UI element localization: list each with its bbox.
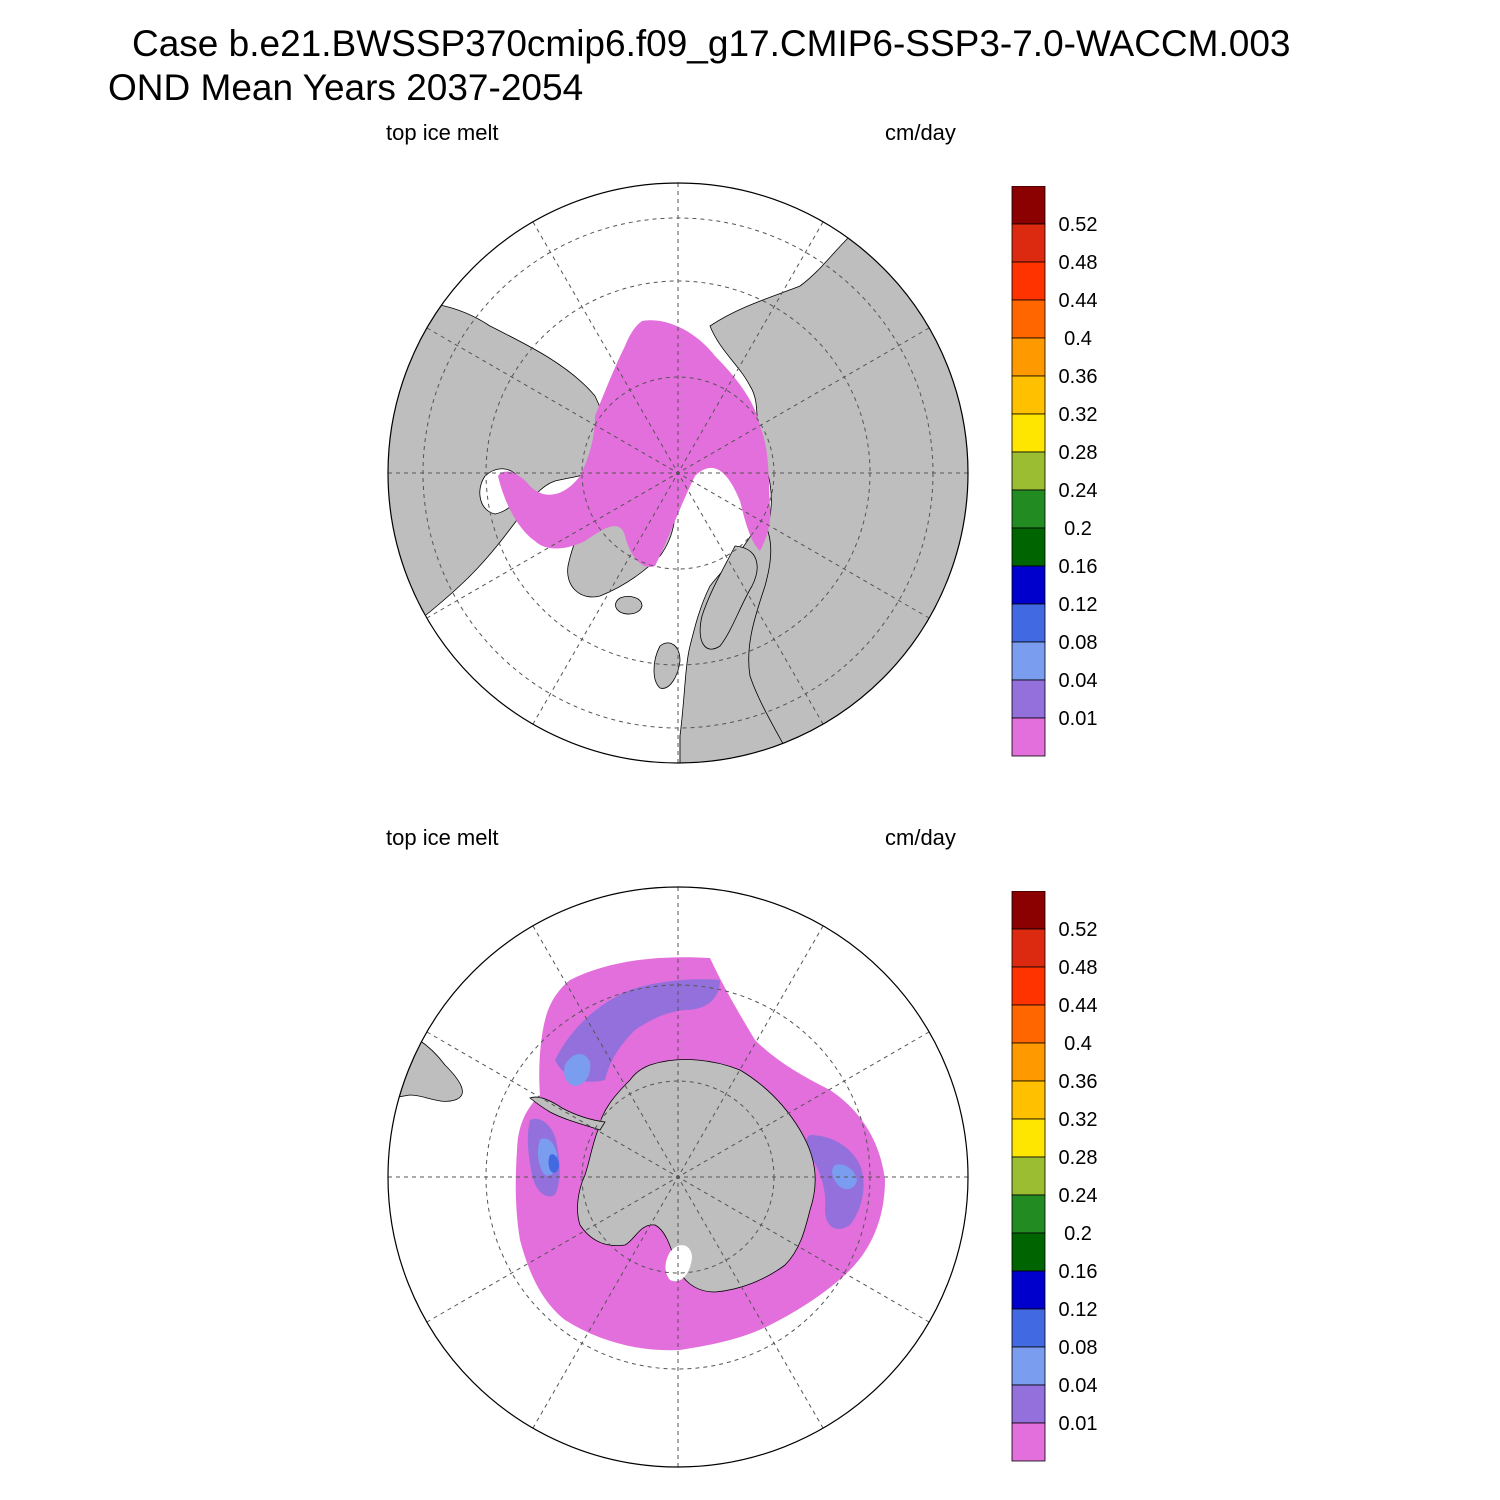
south-units-label: cm/day: [885, 825, 956, 850]
north-map-boundary: [387, 182, 969, 764]
north-colorbar-label: 0.32: [1059, 404, 1098, 426]
north-colorbar-box: [1011, 527, 1046, 567]
north-colorbar-box: [1011, 261, 1046, 301]
north-colorbar-box: [1011, 299, 1046, 339]
north-colorbar-box: [1011, 565, 1046, 605]
north-colorbar-label: 0.2: [1064, 518, 1092, 540]
south-colorbar-box: [1011, 1422, 1046, 1462]
south-ice-melt-level2-east: [806, 1135, 864, 1230]
north-colorbar-box: [1011, 186, 1046, 225]
south-colorbar-box: [1011, 1308, 1046, 1348]
south-map-boundary: [387, 886, 969, 1468]
plot-subtitle: OND Mean Years 2037-2054: [108, 67, 584, 108]
north-land-iceland: [615, 596, 643, 615]
south-colorbar-box: [1011, 1042, 1046, 1082]
north-land-british-isles: [653, 642, 681, 689]
north-colorbar-label: 0.16: [1059, 556, 1098, 578]
north-colorbar-label: 0.48: [1059, 252, 1098, 274]
north-colorbar-box: [1011, 489, 1046, 529]
south-colorbar: 0.52 0.48 0.44 0.4 0.36 0.32 0.28 0.24 0.2 0.16 0.…: [1011, 891, 1098, 1462]
north-colorbar-label: 0.4: [1064, 328, 1092, 350]
north-polar-map: [387, 182, 969, 764]
north-colorbar: 0.52 0.48 0.44 0.4 0.36 0.32 0.28 0.24 0.2 0.16 0.…: [1011, 186, 1098, 757]
north-colorbar-label: 0.12: [1059, 594, 1098, 616]
south-colorbar-box: [1011, 928, 1046, 968]
north-ice-melt-region: [498, 320, 771, 567]
south-colorbar-label: 0.2: [1064, 1223, 1092, 1245]
north-variable-label: top ice melt: [386, 120, 499, 145]
north-colorbar-label: 0.36: [1059, 366, 1098, 388]
north-colorbar-label: 0.28: [1059, 442, 1098, 464]
north-colorbar-box: [1011, 413, 1046, 453]
south-colorbar-box: [1011, 1118, 1046, 1158]
south-colorbar-label: 0.44: [1059, 995, 1098, 1017]
south-colorbar-box: [1011, 1080, 1046, 1120]
north-colorbar-box: [1011, 641, 1046, 681]
north-colorbar-label: 0.24: [1059, 480, 1098, 502]
south-colorbar-label: 0.52: [1059, 919, 1098, 941]
south-colorbar-box: [1011, 1232, 1046, 1272]
south-colorbar-box: [1011, 966, 1046, 1006]
south-polar-map: [387, 886, 969, 1468]
north-colorbar-box: [1011, 337, 1046, 377]
south-colorbar-label: 0.24: [1059, 1185, 1098, 1207]
south-ice-melt-level2-west: [555, 979, 720, 1082]
south-colorbar-label: 0.48: [1059, 957, 1098, 979]
north-colorbar-label: 0.44: [1059, 290, 1098, 312]
south-colorbar-box: [1011, 1004, 1046, 1044]
north-colorbar-label: 0.01: [1059, 708, 1098, 730]
south-colorbar-label: 0.28: [1059, 1147, 1098, 1169]
north-colorbar-label: 0.04: [1059, 670, 1098, 692]
south-colorbar-box: [1011, 1384, 1046, 1424]
south-colorbar-label: 0.04: [1059, 1375, 1098, 1397]
south-colorbar-box: [1011, 1156, 1046, 1196]
north-colorbar-box: [1011, 375, 1046, 415]
north-graticule: [388, 183, 968, 763]
south-ice-melt-level3-west: [564, 1054, 591, 1086]
south-colorbar-box: [1011, 1194, 1046, 1234]
south-colorbar-label: 0.32: [1059, 1109, 1098, 1131]
south-colorbar-label: 0.4: [1064, 1033, 1092, 1055]
north-colorbar-box: [1011, 603, 1046, 643]
north-colorbar-box: [1011, 223, 1046, 263]
north-land-europe: [679, 515, 801, 763]
north-colorbar-box: [1011, 679, 1046, 719]
south-colorbar-label: 0.08: [1059, 1337, 1098, 1359]
south-colorbar-box: [1011, 1346, 1046, 1386]
south-colorbar-label: 0.01: [1059, 1413, 1098, 1435]
south-colorbar-label: 0.12: [1059, 1299, 1098, 1321]
south-ice-melt-level4: [548, 1154, 559, 1173]
north-land-scandinavia: [699, 545, 758, 650]
south-colorbar-box: [1011, 891, 1046, 930]
south-ross-embayment: [665, 1245, 692, 1282]
north-colorbar-label: 0.08: [1059, 632, 1098, 654]
north-units-label: cm/day: [885, 120, 956, 145]
north-colorbar-box: [1011, 717, 1046, 757]
south-graticule: [388, 887, 968, 1467]
south-colorbar-label: 0.36: [1059, 1071, 1098, 1093]
south-variable-label: top ice melt: [386, 825, 499, 850]
south-colorbar-box: [1011, 1270, 1046, 1310]
north-colorbar-label: 0.52: [1059, 214, 1098, 236]
south-colorbar-label: 0.16: [1059, 1261, 1098, 1283]
plot-title: Case b.e21.BWSSP370cmip6.f09_g17.CMIP6-S…: [132, 23, 1291, 64]
north-colorbar-box: [1011, 451, 1046, 491]
